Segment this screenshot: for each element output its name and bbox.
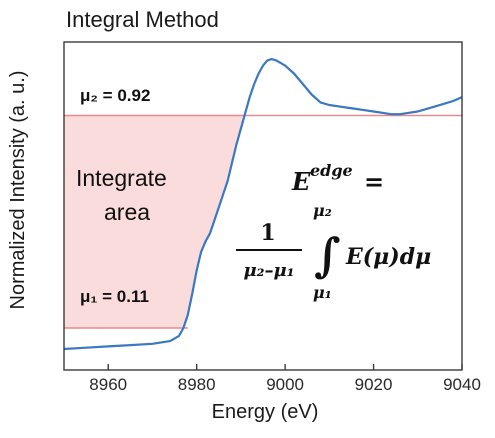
x-axis-ticks: 8960 8980 9000 9020 9040 [89, 364, 481, 394]
eq-numerator: 1 [260, 220, 275, 246]
mu2-label: μ₂ = 0.92 [80, 86, 150, 105]
eq-lhs: E [291, 167, 311, 196]
mu1-label: μ₁ = 0.11 [80, 287, 149, 306]
y-axis-title: Normalized Intensity (a. u.) [7, 71, 29, 310]
eq-integrand: E(μ)dμ [345, 244, 431, 270]
integrate-area-edge [64, 115, 245, 329]
integral-sign-icon: ∫ [314, 228, 341, 282]
x-axis-title: Energy (eV) [212, 401, 319, 423]
plot-frame [63, 41, 463, 371]
x-tick-label: 9000 [266, 375, 304, 394]
area-label-line2: area [104, 199, 150, 225]
x-tick-label: 8960 [89, 375, 127, 394]
eq-equals: = [364, 167, 384, 196]
eq-lower-limit: μ₁ [313, 283, 332, 302]
x-tick-label: 9040 [443, 375, 481, 394]
plot-area [63, 41, 463, 371]
eq-upper-limit: μ₂ [313, 201, 332, 220]
x-tick-label: 8980 [178, 375, 216, 394]
series-line [63, 58, 463, 351]
x-tick-label: 9020 [355, 375, 393, 394]
chart-title: Integral Method [66, 7, 219, 32]
eq-lhs-sup: edge [310, 161, 353, 180]
area-label-line1: Integrate [76, 165, 167, 191]
equation: E edge = 1 μ₂–μ₁ μ₂ ∫ μ₁ E(μ)dμ [236, 161, 431, 302]
eq-denominator: μ₂–μ₁ [243, 260, 294, 281]
